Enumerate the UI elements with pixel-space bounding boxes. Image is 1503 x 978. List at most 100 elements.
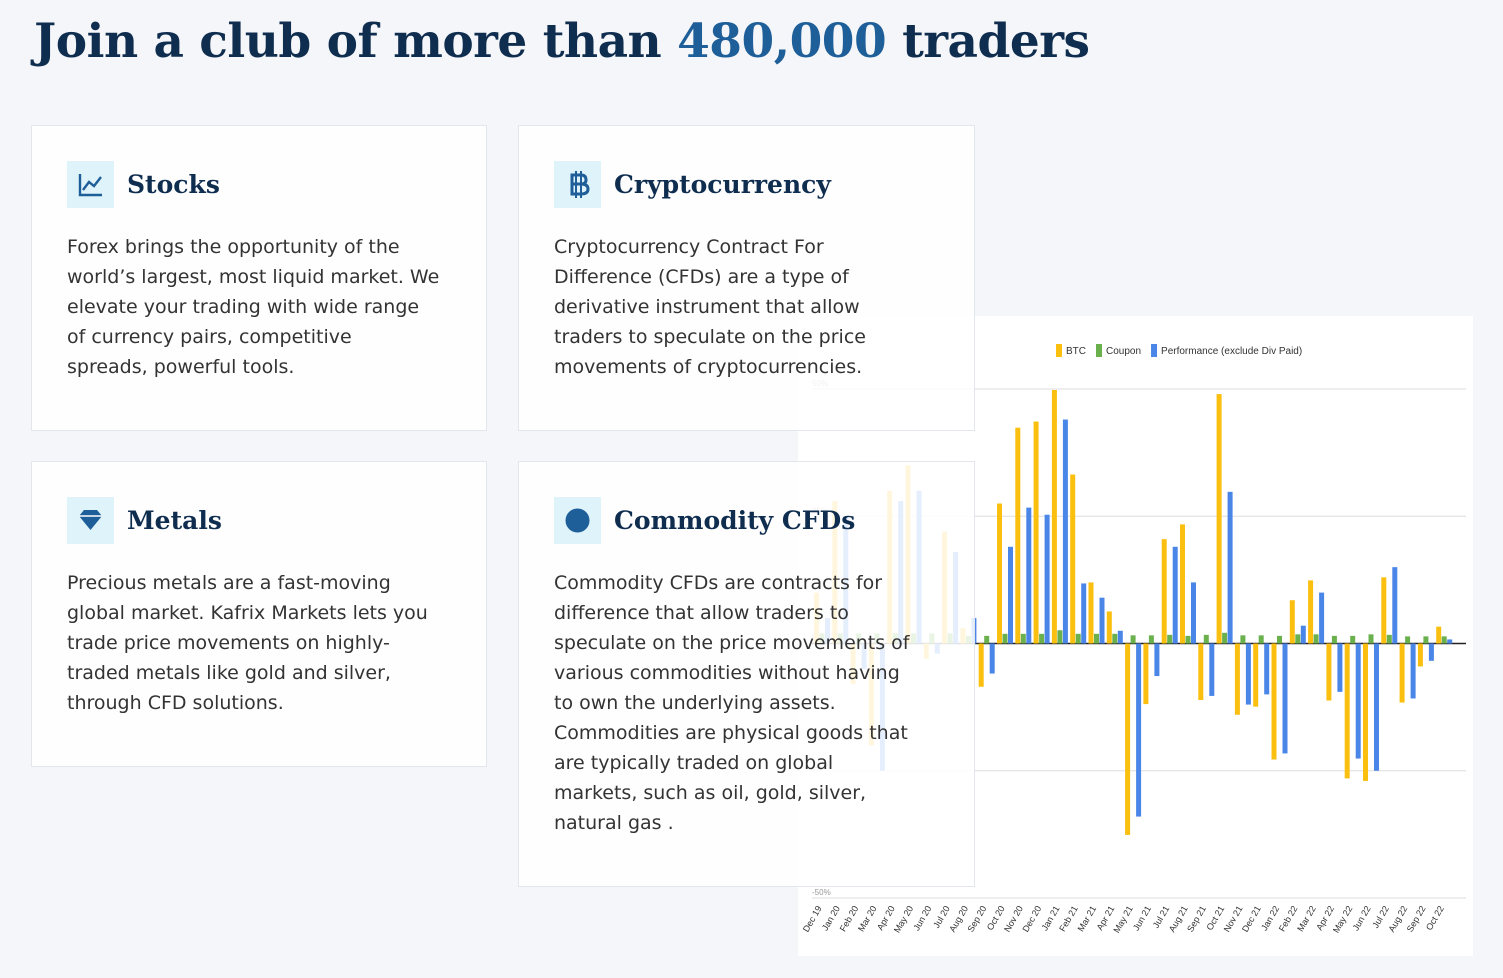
bar <box>1203 634 1209 644</box>
bar <box>1227 491 1233 644</box>
icon <box>67 497 114 544</box>
card: Cryptocurrency Cryptocurrency Contract F… <box>518 125 975 431</box>
y-tick-label: -50% <box>812 888 831 897</box>
bar <box>1143 643 1149 705</box>
bar <box>1070 474 1076 644</box>
bar <box>1253 643 1259 707</box>
bar <box>1057 630 1063 644</box>
text-line: Commodity CFDs are contracts for <box>554 572 883 594</box>
bar <box>1447 639 1453 644</box>
bar <box>1392 567 1398 644</box>
bar <box>1002 633 1008 644</box>
bar <box>1081 583 1087 644</box>
bar <box>1112 633 1118 644</box>
bar <box>1075 633 1081 644</box>
bar <box>1386 634 1392 644</box>
bar <box>1234 643 1240 715</box>
bar <box>989 643 995 674</box>
bar <box>1337 643 1343 692</box>
text-line: Commodities are physical goods that <box>554 722 908 744</box>
bar <box>1258 635 1264 644</box>
legend-swatch <box>1096 344 1102 357</box>
text-line: speculate on the price movements of <box>554 632 910 654</box>
card-body: Precious metals are a fast-moving global … <box>67 568 428 718</box>
bar <box>1039 633 1045 644</box>
bar <box>1167 634 1173 644</box>
bar <box>1344 643 1350 779</box>
bar <box>1264 643 1270 695</box>
text-line: various commodities without having <box>554 662 900 684</box>
icon <box>554 161 601 208</box>
text-line: are typically traded on global <box>554 752 834 774</box>
bar <box>1374 643 1379 771</box>
text-line: derivative instrument that allow <box>554 296 860 318</box>
bar <box>978 643 984 687</box>
bar <box>1308 580 1314 644</box>
bar <box>1381 577 1387 644</box>
bar <box>1191 582 1196 644</box>
card-title: Stocks <box>127 170 220 199</box>
card: Commodity CFDs Commodity CFDs are contra… <box>518 461 975 887</box>
bar <box>1117 630 1123 644</box>
text-line: Difference (CFDs) are a type of <box>554 266 849 288</box>
text-line: elevate your trading with wide range <box>67 296 420 318</box>
bar <box>1051 390 1057 644</box>
card-body: Cryptocurrency Contract For Difference (C… <box>554 232 866 382</box>
bar <box>1015 427 1021 644</box>
bar <box>1154 643 1160 677</box>
text-line: traded metals like gold and silver, <box>67 662 391 684</box>
bar <box>1300 625 1306 644</box>
bar <box>1405 636 1411 644</box>
bar <box>1282 643 1288 754</box>
bar <box>1417 643 1423 667</box>
card-body: Commodity CFDs are contracts for differen… <box>554 568 910 838</box>
text-line: movements of cryptocurrencies. <box>554 356 863 378</box>
bar <box>1423 636 1429 644</box>
bar <box>1289 600 1295 644</box>
card-body: Forex brings the opportunity of the world… <box>67 232 439 382</box>
text-line: to own the underlying assets. <box>554 692 836 714</box>
bar <box>1099 597 1105 644</box>
bar <box>1026 507 1032 644</box>
bar <box>1277 635 1282 644</box>
text-line: traders to speculate on the price <box>554 326 866 348</box>
bar <box>1350 635 1356 644</box>
bar <box>1399 643 1405 703</box>
bar <box>1313 634 1319 644</box>
card: Stocks Forex brings the opportunity of t… <box>31 125 487 431</box>
bar <box>1008 546 1013 644</box>
bar <box>1368 634 1374 644</box>
bar <box>1441 636 1447 644</box>
bar <box>1033 421 1039 644</box>
bar <box>1125 643 1131 835</box>
text-line: world’s largest, most liquid market. We <box>67 266 440 288</box>
bar <box>1020 633 1026 644</box>
bar <box>984 635 990 644</box>
headline-text: traders <box>902 14 1090 69</box>
card-title: Commodity CFDs <box>614 506 856 535</box>
legend-label: Coupon <box>1106 346 1141 357</box>
bar <box>1436 626 1442 644</box>
bar <box>1319 592 1325 644</box>
bar <box>1209 643 1215 696</box>
card-title: Metals <box>127 506 222 535</box>
bar <box>1216 394 1222 644</box>
bar <box>1044 514 1050 644</box>
card-title: Cryptocurrency <box>614 170 831 199</box>
bar <box>1410 643 1416 699</box>
bar <box>1148 635 1154 644</box>
bar <box>1240 635 1246 644</box>
bar <box>1180 524 1185 644</box>
bar <box>1363 643 1368 781</box>
icon <box>554 497 601 544</box>
bar <box>1094 633 1099 644</box>
text-line: natural gas . <box>554 812 674 834</box>
bar <box>1198 643 1204 700</box>
card: Metals Precious metals are a fast-moving… <box>31 461 487 767</box>
bar <box>1326 643 1332 701</box>
bar <box>1271 643 1277 760</box>
legend-swatch <box>1151 344 1158 357</box>
bar <box>1088 582 1094 644</box>
bar <box>1136 643 1142 817</box>
